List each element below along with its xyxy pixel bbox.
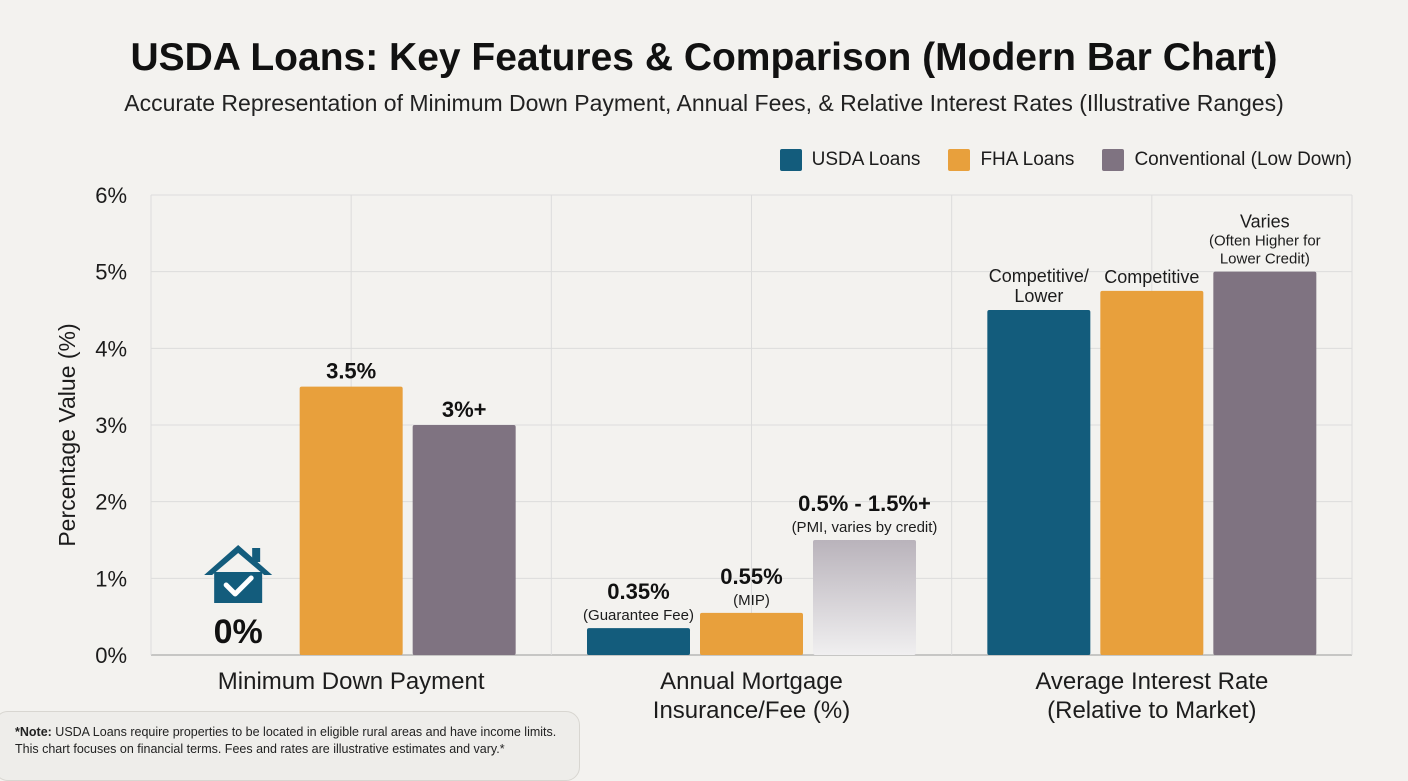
footnote-prefix: *Note: (15, 725, 52, 739)
bar (1100, 290, 1204, 655)
legend-label-fha: FHA Loans (980, 149, 1075, 170)
y-tick-label: 1% (95, 566, 127, 591)
y-tick-label: 4% (95, 336, 127, 361)
legend-item-fha: FHA Loans (948, 149, 1074, 171)
footnote: *Note: USDA Loans require properties to … (0, 711, 580, 781)
legend-item-conventional: Conventional (Low Down) (1102, 149, 1352, 171)
chart-subtitle: Accurate Representation of Minimum Down … (124, 90, 1284, 116)
x-category-label: Minimum Down Payment (218, 668, 485, 695)
bar (700, 612, 803, 655)
y-tick-label: 2% (95, 490, 127, 515)
bars (299, 271, 1317, 655)
bar (813, 540, 916, 655)
legend-swatch-conventional (1102, 149, 1125, 171)
chart-title: USDA Loans: Key Features & Comparison (M… (130, 36, 1278, 79)
bar (1213, 271, 1317, 655)
data-sublabel: Competitive/ (989, 266, 1089, 286)
data-label: 0.55% (720, 564, 782, 589)
x-category-label: Annual Mortgage (660, 668, 843, 695)
y-tick-label: 6% (95, 183, 127, 208)
bar (299, 386, 403, 655)
data-label: 0.35% (607, 579, 669, 604)
data-sublabel: (PMI, varies by credit) (792, 519, 938, 536)
bar (587, 628, 690, 655)
legend-label-conventional: Conventional (Low Down) (1134, 149, 1352, 170)
data-sublabel: (Often Higher for (1209, 233, 1321, 250)
data-label: 3.5% (326, 359, 376, 384)
data-label: 0% (214, 613, 263, 651)
data-sublabel: Varies (1240, 212, 1290, 232)
legend-swatch-usda (779, 149, 802, 171)
legend: USDA Loans FHA Loans Conventional (Low D… (779, 149, 1352, 171)
data-sublabel: Lower (1014, 286, 1063, 306)
data-sublabel: (Guarantee Fee) (583, 607, 694, 624)
x-category-label: Average Interest Rate (1035, 668, 1268, 695)
legend-label-usda: USDA Loans (811, 149, 921, 170)
bar (412, 425, 516, 655)
footnote-text: USDA Loans require properties to be loca… (15, 725, 557, 756)
data-label: 3%+ (442, 397, 487, 422)
bar (987, 310, 1091, 655)
y-axis: 0% 1% 2% 3% 4% 5% 6% Percentage Value (%) (54, 183, 127, 668)
x-category-label: (Relative to Market) (1047, 697, 1256, 724)
data-sublabel: (MIP) (733, 592, 770, 609)
y-tick-label: 0% (95, 643, 127, 668)
y-tick-label: 5% (95, 260, 127, 285)
x-category-label: Insurance/Fee (%) (653, 697, 850, 724)
data-label: 0.5% - 1.5%+ (798, 491, 931, 516)
legend-swatch-fha (948, 149, 971, 171)
x-axis-categories: Minimum Down Payment Annual MortgageInsur… (218, 668, 1269, 724)
y-axis-title: Percentage Value (%) (54, 323, 80, 546)
y-tick-label: 3% (95, 413, 127, 438)
data-labels: 0% 3.5% 3%+ (Guarantee Fee) 0.35% (MIP) 0.55% (… (204, 212, 1321, 651)
data-sublabel: Lower Credit) (1220, 251, 1310, 268)
data-sublabel: Competitive (1104, 267, 1199, 287)
house-check-icon (204, 545, 273, 603)
legend-item-usda: USDA Loans (779, 149, 921, 171)
